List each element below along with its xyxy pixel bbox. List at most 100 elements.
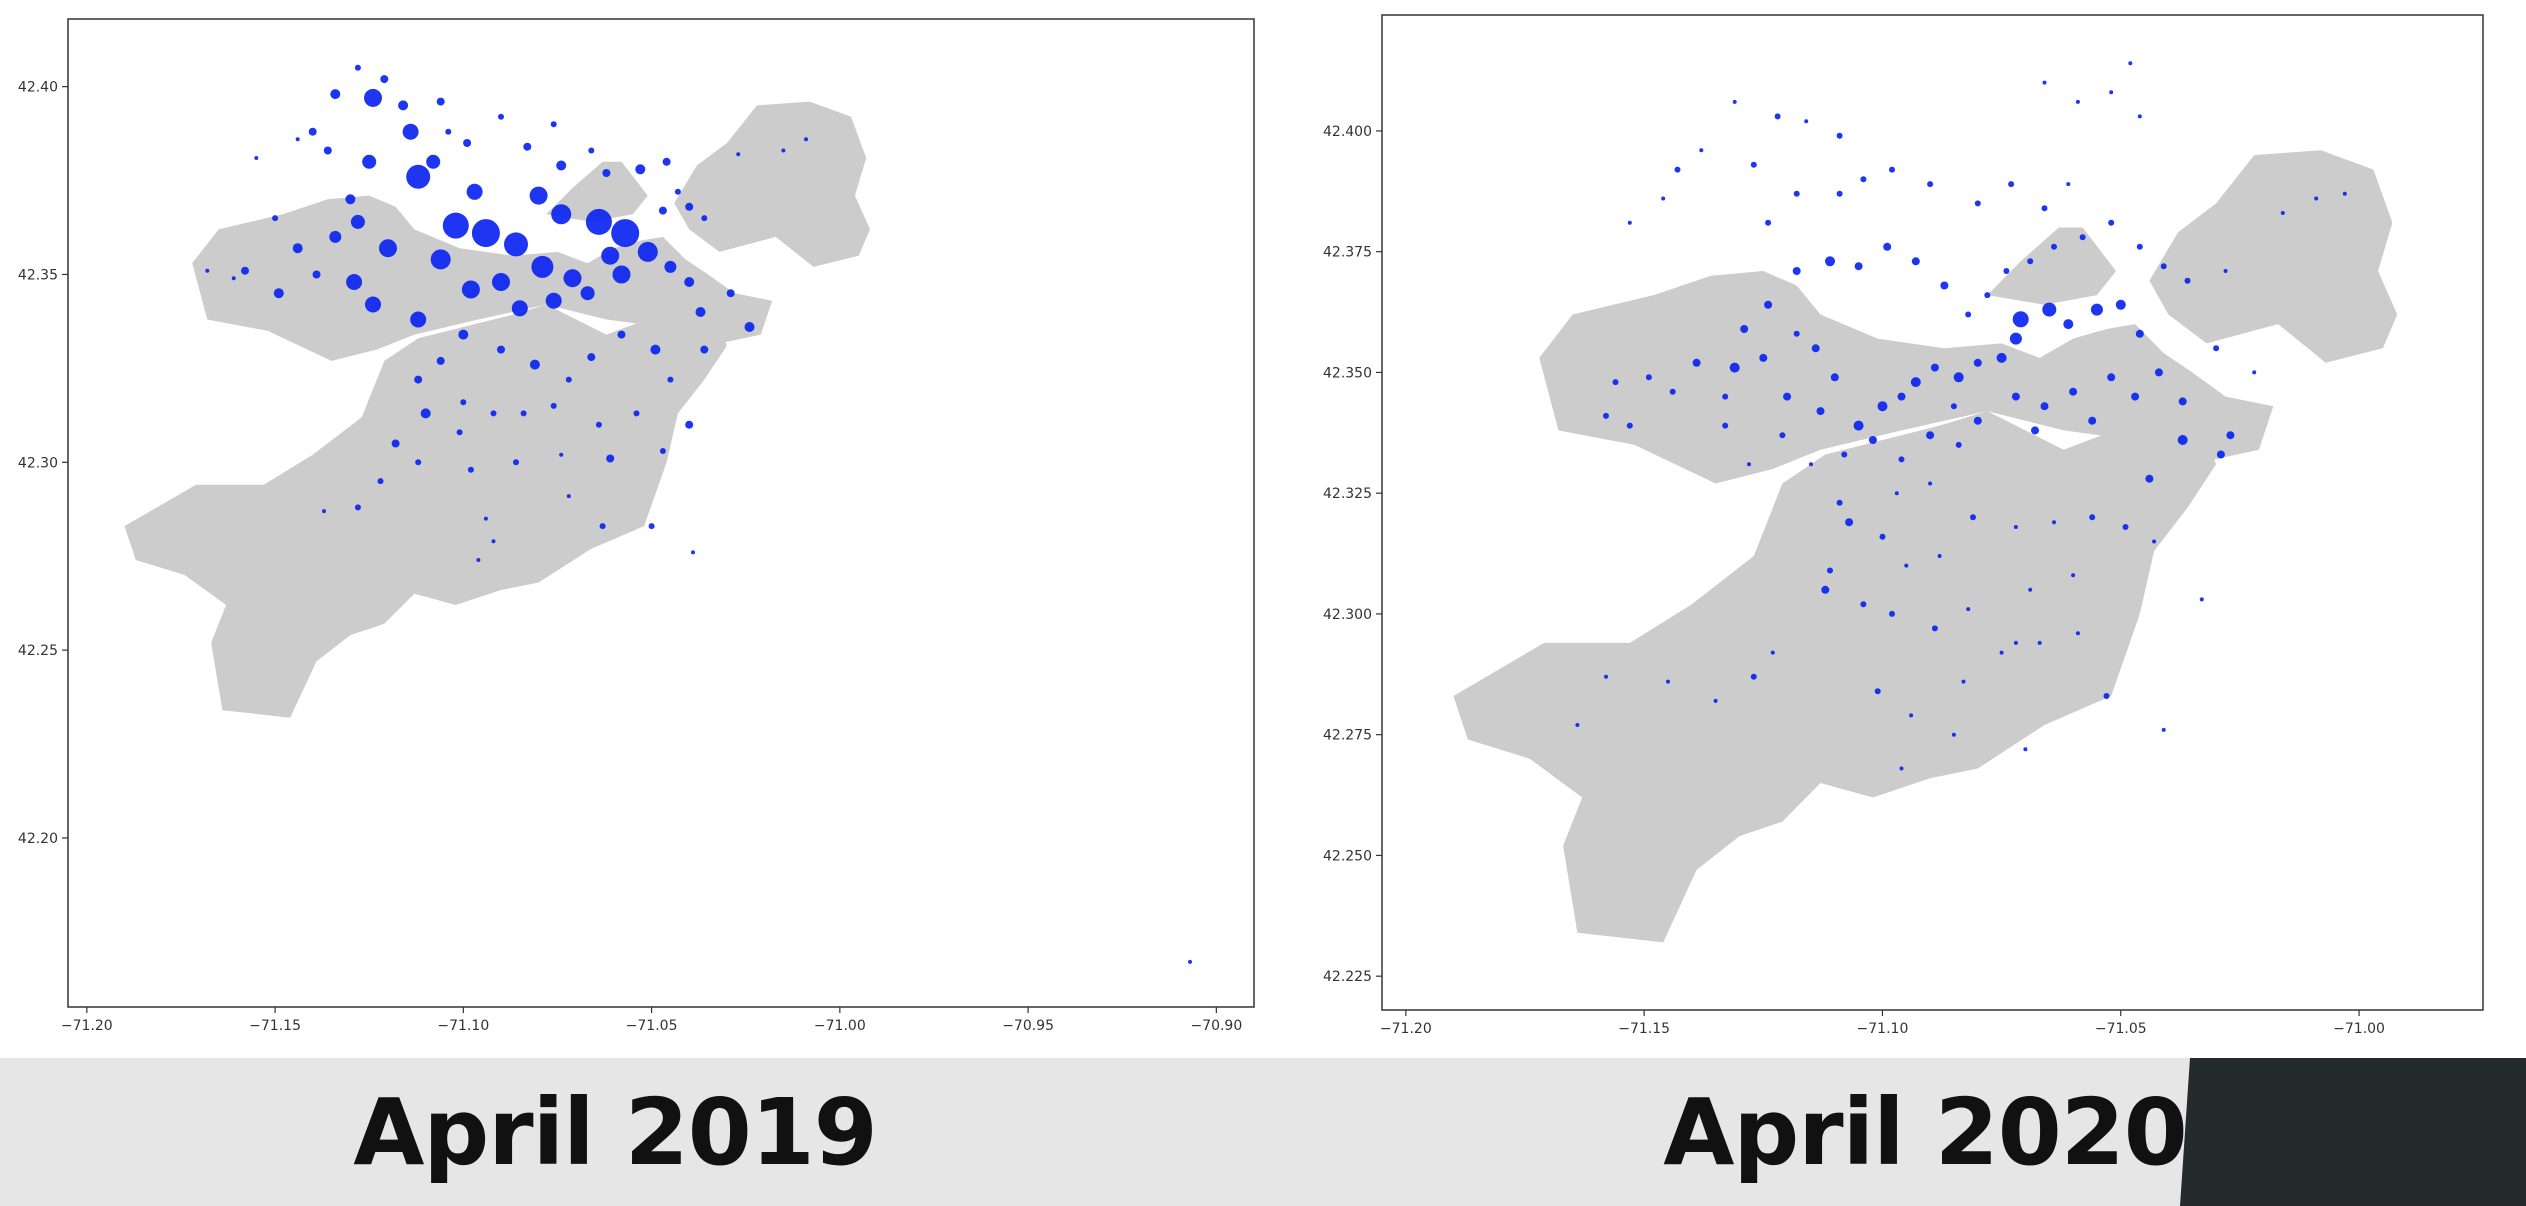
data-point-79: [1627, 220, 1632, 225]
data-point-83: [467, 466, 474, 473]
data-point-18: [461, 280, 480, 299]
data-point-63: [617, 330, 626, 339]
data-point-123: [2075, 631, 2080, 636]
data-point-79: [685, 420, 694, 429]
y-tick-label: 42.35: [18, 267, 58, 283]
data-point-20: [545, 292, 562, 309]
data-point-71: [1974, 200, 1981, 207]
data-point-28: [350, 214, 365, 229]
data-point-4: [471, 219, 500, 248]
data-point-89: [483, 516, 488, 521]
x-tick-label: −71.20: [1380, 1021, 1432, 1037]
data-point-46: [1825, 256, 1835, 267]
data-point-47: [1854, 262, 1863, 271]
data-point-7: [585, 208, 612, 235]
data-point-19: [511, 300, 528, 317]
data-point-126: [2199, 597, 2204, 602]
data-point-104: [456, 429, 463, 436]
data-point-67: [1836, 190, 1843, 197]
data-point-65: [565, 376, 572, 383]
x-tick-label: −71.15: [249, 1018, 301, 1034]
data-point-85: [2109, 90, 2114, 95]
data-point-96: [1879, 533, 1886, 540]
data-point-61: [700, 345, 709, 354]
data-point-65: [1765, 219, 1772, 226]
data-point-90: [1779, 432, 1786, 439]
data-point-69: [1889, 166, 1895, 173]
data-point-24: [1973, 416, 1982, 425]
data-point-12: [492, 273, 510, 291]
data-point-2: [406, 164, 431, 189]
data-point-53: [2003, 268, 2010, 274]
data-point-80: [1732, 99, 1737, 104]
data-point-97: [1904, 563, 1909, 568]
data-point-108: [1931, 625, 1938, 632]
ridership-points: [1575, 61, 2347, 771]
data-point-135: [1894, 491, 1899, 496]
data-point-90: [566, 494, 571, 499]
data-point-80: [606, 454, 615, 463]
data-point-18: [2088, 416, 2097, 425]
data-point-46: [550, 121, 557, 128]
data-point-45: [523, 142, 532, 151]
data-point-8: [1973, 358, 1982, 367]
x-tick-label: −70.95: [1002, 1018, 1054, 1034]
data-point-68: [1860, 176, 1867, 183]
data-point-114: [1713, 698, 1718, 703]
data-point-54: [2027, 258, 2034, 265]
data-point-58: [2136, 243, 2143, 250]
data-point-29: [329, 230, 342, 243]
data-point-43: [463, 139, 472, 147]
data-point-36: [1722, 393, 1729, 400]
y-tick-label: 42.250: [1323, 848, 1372, 864]
data-point-134: [1928, 481, 1933, 486]
data-point-99: [1970, 514, 1976, 521]
data-point-115: [1666, 679, 1670, 684]
data-point-82: [513, 459, 519, 466]
data-point-95: [476, 558, 481, 562]
data-point-136: [1783, 392, 1792, 401]
data-point-75: [1750, 161, 1757, 168]
data-point-13: [1877, 401, 1888, 412]
data-point-87: [2075, 99, 2080, 104]
data-point-127: [2216, 450, 2225, 459]
data-point-7: [1996, 352, 2007, 363]
data-point-24: [529, 186, 548, 205]
data-point-32: [312, 270, 321, 279]
data-point-84: [2042, 80, 2047, 85]
data-point-56: [2079, 234, 2086, 241]
data-point-99: [205, 268, 210, 273]
data-point-10: [1930, 363, 1939, 372]
x-tick-label: −71.00: [2333, 1021, 2385, 1037]
data-point-91: [599, 523, 606, 530]
data-point-118: [1874, 688, 1881, 695]
data-point-120: [1961, 679, 1966, 684]
x-tick-label: −71.00: [814, 1018, 866, 1034]
data-point-128: [2226, 431, 2235, 440]
data-point-44: [498, 113, 504, 120]
data-point-48: [588, 147, 595, 154]
data-point-121: [1999, 650, 2004, 655]
data-point-86: [377, 478, 384, 485]
data-point-27: [1898, 456, 1905, 463]
data-point-100: [231, 276, 236, 281]
data-point-1: [2012, 311, 2029, 328]
data-point-60: [744, 322, 755, 332]
data-point-36: [308, 127, 317, 136]
data-point-91: [1809, 462, 1813, 467]
data-point-110: [1860, 601, 1867, 608]
data-point-101: [272, 215, 279, 222]
data-point-12: [1897, 392, 1906, 401]
data-point-1: [402, 123, 419, 140]
data-point-105: [667, 376, 674, 383]
data-point-83: [1836, 132, 1843, 139]
data-point-56: [664, 260, 677, 273]
data-point-73: [490, 410, 497, 417]
x-tick-label: −70.90: [1190, 1018, 1242, 1034]
data-point-82: [1804, 119, 1809, 124]
data-point-14: [1853, 420, 1864, 431]
data-point-89: [1722, 422, 1729, 429]
data-point-60: [2184, 277, 2191, 284]
data-point-103: [295, 137, 300, 142]
data-point-22: [2178, 397, 2187, 406]
